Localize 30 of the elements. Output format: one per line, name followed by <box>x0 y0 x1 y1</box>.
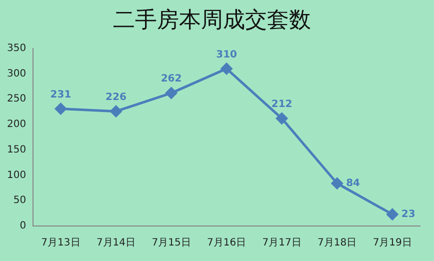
y-tick-label: 100 <box>6 170 26 181</box>
y-tick-label: 200 <box>6 119 26 130</box>
point <box>166 87 178 99</box>
x-tick-label: 7月16日 <box>206 238 246 249</box>
x-tick-label: 7月13日 <box>41 238 80 249</box>
x-tick-label: 7月15日 <box>152 238 191 249</box>
point <box>331 178 343 190</box>
data-label: 262 <box>160 74 182 85</box>
point <box>110 106 122 118</box>
y-tick-label: 0 <box>20 220 26 232</box>
data-label: 23 <box>401 208 416 220</box>
point <box>276 112 288 124</box>
x-tick-label: 7月17日 <box>262 238 302 249</box>
data-label: 84 <box>346 178 360 189</box>
point <box>386 208 398 220</box>
point <box>54 103 66 115</box>
data-label: 226 <box>106 92 126 103</box>
y-tick-label: 350 <box>6 42 26 54</box>
y-tick-label: 50 <box>13 195 26 206</box>
y-tick-label: 150 <box>6 144 26 156</box>
data-label: 231 <box>50 89 72 100</box>
chart-title: 二手房本周成交套数 <box>113 8 311 33</box>
data-label: 310 <box>216 49 238 60</box>
x-tick-label: 7月19日 <box>372 238 412 249</box>
x-tick-label: 7月18日 <box>318 238 357 249</box>
point <box>220 62 232 74</box>
data-label: 212 <box>271 99 292 110</box>
x-tick-label: 7月14日 <box>96 238 136 249</box>
y-tick-label: 250 <box>6 94 26 105</box>
y-tick-label: 300 <box>6 68 26 80</box>
